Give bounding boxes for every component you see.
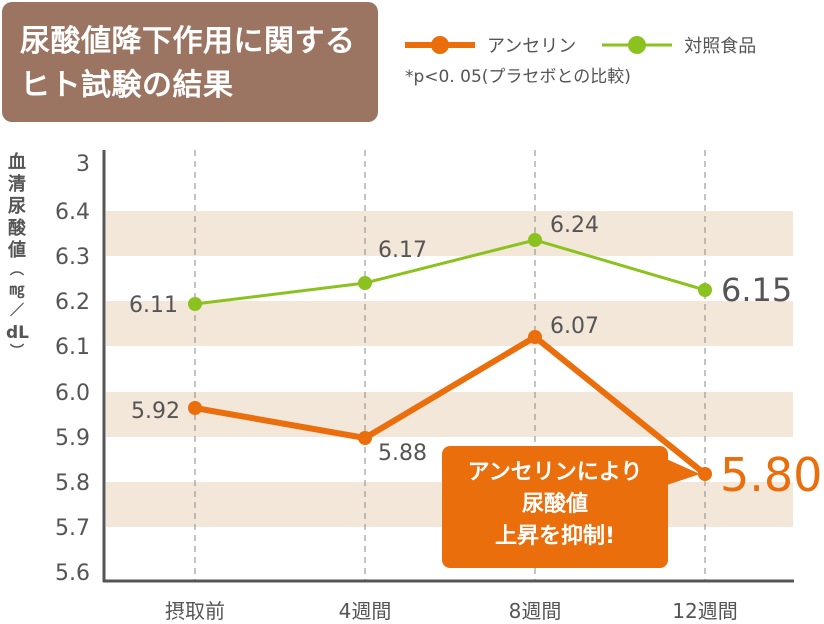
y-tick-labels: 3 6.4 6.3 6.2 6.1 6.0 5.9 5.8 5.7 5.6 (55, 152, 90, 586)
y-axis-label-char: 清 (8, 174, 26, 195)
data-point (358, 431, 372, 445)
callout-line3: 上昇を抑制! (494, 524, 616, 549)
y-tick: 6.0 (55, 381, 90, 406)
data-label: 6.24 (550, 213, 599, 238)
callout-line2: 尿酸値 (521, 492, 588, 517)
y-axis-label-char: 尿 (8, 196, 26, 217)
callout-line1: アンセリンにより (467, 460, 643, 485)
vertical-guides (194, 150, 706, 582)
legend-line-marker-icon (602, 36, 673, 54)
y-axis-label: 血 清 尿 酸 値 ︵ ㎎ ／ dL ︶ (6, 152, 30, 360)
data-label-final-anserine: 5.80 (720, 448, 822, 502)
y-axis-label-char: 値 (8, 240, 26, 261)
y-tick: 3 (76, 152, 90, 177)
legend: アンセリン 対照食品 *p<0. 05(プラセボとの比較) (405, 30, 782, 87)
chart-title-box: 尿酸値降下作用に関する ヒト試験の結果 (2, 2, 378, 122)
y-axis-label-char: ㎎ (9, 280, 25, 298)
data-label: 6.17 (378, 238, 427, 263)
legend-item-anserine: アンセリン (405, 32, 576, 58)
data-label: 5.92 (131, 399, 180, 424)
y-tick: 5.6 (55, 561, 90, 586)
chart-title-line2: ヒト試験の結果 (20, 68, 234, 103)
y-axis-label-char: ／ (10, 303, 24, 319)
legend-item-control: 対照食品 (602, 32, 756, 58)
y-tick: 6.1 (55, 335, 90, 360)
data-label-final-control: 6.15 (721, 271, 792, 309)
legend-line-marker-icon (405, 36, 475, 54)
y-tick: 6.4 (55, 200, 90, 225)
x-tick: 8週間 (509, 599, 562, 623)
y-axis-label-char: 酸 (8, 218, 26, 239)
data-point (698, 283, 712, 297)
y-tick: 6.2 (55, 290, 90, 315)
significance-note: *p<0. 05(プラセボとの比較) (405, 67, 631, 87)
series-control (188, 233, 712, 311)
y-tick: 6.3 (55, 245, 90, 270)
chart-title-line1: 尿酸値降下作用に関する (20, 24, 356, 59)
data-label: 6.07 (550, 314, 599, 339)
data-label: 5.88 (378, 441, 427, 466)
x-tick: 12週間 (672, 599, 737, 623)
axes (102, 150, 794, 583)
series-anserine (188, 330, 712, 481)
data-point (528, 233, 542, 247)
y-axis-label-char: dL (6, 323, 30, 343)
y-axis-label-char: ︶ (10, 344, 24, 360)
x-tick: 摂取前 (165, 599, 225, 623)
data-point (528, 330, 542, 344)
data-label: 6.11 (129, 293, 178, 318)
x-tick-labels: 摂取前 4週間 8週間 12週間 (165, 599, 738, 623)
data-point (188, 297, 202, 311)
data-point (358, 276, 372, 290)
data-labels: 6.11 6.17 6.24 6.15 5.92 5.88 6.07 5.80 (129, 213, 822, 502)
y-axis-label-char: 血 (8, 152, 26, 173)
data-point (698, 467, 712, 481)
callout-pointer-icon (664, 458, 700, 486)
y-tick: 5.7 (55, 516, 90, 541)
legend-label-anserine: アンセリン (487, 36, 577, 57)
x-tick: 4週間 (339, 599, 392, 623)
callout-annotation: アンセリンにより 尿酸値 上昇を抑制! (442, 446, 668, 568)
data-point (188, 401, 202, 415)
y-tick: 5.8 (55, 471, 90, 496)
y-axis-label-char: ︵ (10, 262, 24, 278)
y-tick: 5.9 (55, 426, 90, 451)
legend-label-control: 対照食品 (684, 36, 757, 57)
